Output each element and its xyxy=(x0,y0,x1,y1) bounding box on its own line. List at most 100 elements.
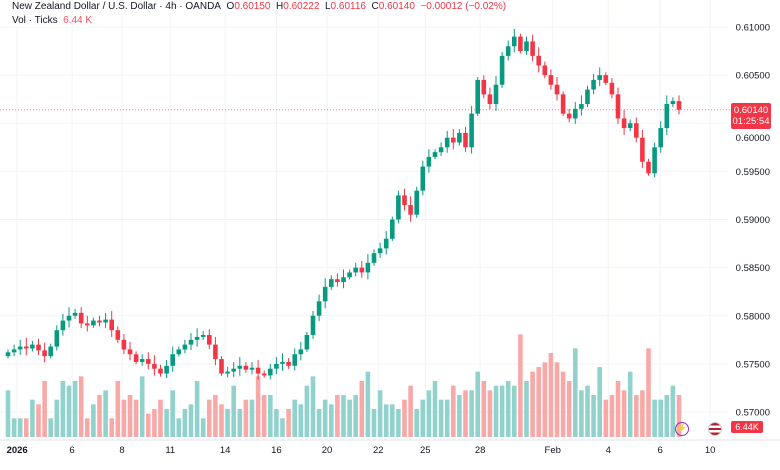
volume-bar xyxy=(518,334,523,437)
candle-body xyxy=(426,156,432,167)
candle-body xyxy=(17,346,23,350)
volume-bar xyxy=(322,399,328,437)
volume-bar xyxy=(66,385,72,437)
candle-body xyxy=(536,55,541,66)
candle-body xyxy=(603,75,609,83)
candle-body xyxy=(347,272,352,278)
candle-body xyxy=(457,132,462,143)
candle-body xyxy=(566,113,572,119)
volume-bar xyxy=(310,376,316,437)
lightning-event-icon[interactable]: ⚡ xyxy=(675,422,689,436)
volume-label: Vol · Ticks xyxy=(12,15,58,26)
volume-bar xyxy=(542,362,548,437)
volume-bar xyxy=(24,418,29,437)
candle-body xyxy=(310,315,316,335)
price-tick-label: 0.59500 xyxy=(736,167,770,178)
candle-body xyxy=(243,365,249,370)
volume-bar xyxy=(658,399,663,437)
volume-badge: 6.44K xyxy=(731,421,763,433)
candle-body xyxy=(335,279,340,283)
volume-bar xyxy=(493,385,499,437)
volume-bar xyxy=(103,390,108,437)
time-tick-label: 6 xyxy=(657,445,662,456)
time-tick-label: 16 xyxy=(271,445,282,456)
time-tick-label: 20 xyxy=(322,445,333,456)
candle-body xyxy=(573,108,578,119)
volume-bar xyxy=(274,409,279,437)
time-tick-label: 28 xyxy=(475,445,486,456)
candle-body xyxy=(359,267,365,273)
us-flag-event-icon[interactable] xyxy=(708,422,722,436)
candle-body xyxy=(518,36,523,52)
volume-bar xyxy=(133,399,139,437)
volume-bar xyxy=(371,409,377,437)
volume-bar xyxy=(11,418,17,437)
candle-body xyxy=(530,41,535,56)
volume-bar xyxy=(499,385,505,437)
volume-bar xyxy=(505,381,511,437)
candle-body xyxy=(42,350,47,357)
volume-bar xyxy=(30,399,35,437)
volume-bar xyxy=(634,395,639,437)
candle-body xyxy=(11,349,17,353)
candle-body xyxy=(414,190,419,215)
candle-body xyxy=(322,286,328,302)
candle-body xyxy=(658,128,663,148)
price-tick-label: 0.59000 xyxy=(736,215,770,226)
candle-body xyxy=(274,363,279,369)
candle-body xyxy=(481,79,487,95)
candle-body xyxy=(200,335,206,337)
candle-body xyxy=(85,323,90,326)
open-label: O xyxy=(226,1,235,12)
volume-bar xyxy=(377,390,383,437)
volume-bar xyxy=(292,399,297,437)
volume-bar xyxy=(524,381,529,437)
current-price: 0.60140 xyxy=(733,105,769,116)
candle-body xyxy=(676,101,682,110)
volume-bar xyxy=(304,385,310,437)
candle-body xyxy=(646,161,651,174)
time-tick-label: 11 xyxy=(165,445,175,456)
volume-bar xyxy=(115,381,121,437)
candle-body xyxy=(377,248,383,254)
volume-bar xyxy=(109,418,114,437)
volume-bar xyxy=(365,371,371,437)
candle-body xyxy=(280,361,285,364)
symbol-legend: New Zealand Dollar / U.S. Dollar · 4h · … xyxy=(12,1,507,13)
candle-body xyxy=(371,253,377,263)
candle-body xyxy=(261,373,267,376)
candle-body xyxy=(597,75,602,80)
volume-bar xyxy=(646,348,651,437)
volume-bar xyxy=(200,418,206,437)
volume-bar xyxy=(597,367,602,437)
candle-body xyxy=(158,368,163,374)
volume-bar xyxy=(530,371,535,437)
candle-body xyxy=(249,367,255,370)
volume-bar xyxy=(670,385,676,437)
volume-bar xyxy=(487,390,493,437)
candle-body xyxy=(640,137,645,162)
candle-body xyxy=(365,262,371,273)
candle-body xyxy=(493,84,499,104)
volume-bar xyxy=(566,381,572,437)
candle-body xyxy=(164,365,169,374)
volume-bar xyxy=(237,409,243,437)
volume-bar xyxy=(420,399,426,437)
candle-body xyxy=(615,94,621,119)
candle-body xyxy=(182,344,188,350)
volume-bar xyxy=(676,395,682,437)
volume-bar xyxy=(335,395,340,437)
close-label: C xyxy=(371,1,379,12)
price-tick-label: 0.60500 xyxy=(736,71,770,82)
candle-body xyxy=(36,344,41,351)
candle-body xyxy=(438,147,444,153)
volume-bar xyxy=(359,381,365,437)
volume-bar xyxy=(146,413,151,437)
time-tick-label: 14 xyxy=(220,445,231,456)
low-label: L xyxy=(324,1,331,12)
candle-body xyxy=(121,339,127,350)
candle-body xyxy=(127,349,133,355)
volume-bar xyxy=(444,399,450,437)
